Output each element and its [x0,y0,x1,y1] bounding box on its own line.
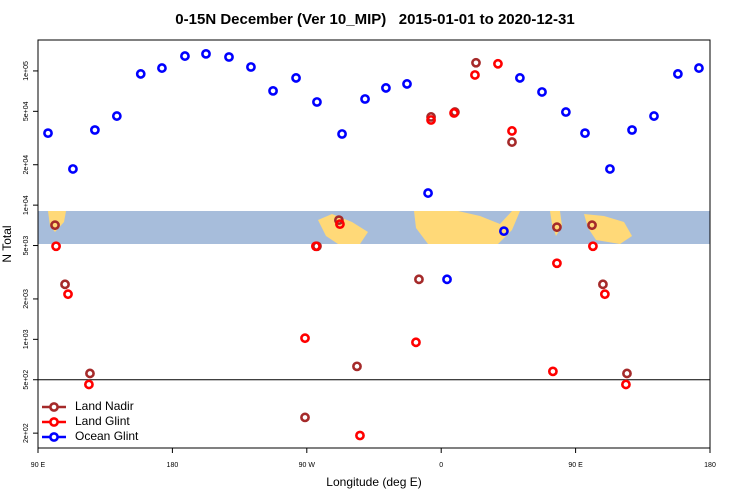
point [507,126,517,136]
point [84,379,94,390]
point [268,85,278,96]
point [423,188,433,198]
point [649,111,659,121]
y-tick-label: 1e+03 [23,329,30,349]
point [63,289,73,300]
point [60,279,70,290]
point [337,129,347,139]
x-tick-label: 180 [167,462,179,469]
point [560,107,571,117]
land [584,214,632,244]
land [318,214,368,244]
land [414,211,520,244]
point [587,220,597,231]
point [605,164,615,174]
point [598,279,608,290]
point [402,79,412,89]
point [352,361,362,372]
legend-marker [49,417,59,427]
point [470,70,480,80]
point [381,83,391,93]
point [360,94,370,104]
point [335,219,345,230]
point [507,137,517,147]
point [599,289,610,300]
legend-marker [49,402,59,412]
point [43,128,53,139]
point [694,63,704,73]
y-tick-label: 5e+04 [23,101,30,121]
point [135,69,146,79]
point [246,62,256,72]
point [499,226,509,237]
point [68,164,78,174]
point [355,430,365,441]
point [621,379,631,390]
y-tick-label: 1e+05 [23,61,30,81]
point [300,412,310,423]
point [471,57,481,68]
point [552,258,562,269]
point [580,128,590,139]
point [622,368,632,379]
point [548,366,558,377]
point [111,111,122,121]
point [449,108,459,118]
point [50,220,60,231]
y-tick-label: 2e+03 [23,289,30,309]
y-tick-label: 1e+04 [23,195,30,215]
x-tick-label: 0 [439,462,443,469]
point [426,115,436,125]
point [514,73,525,83]
point [672,69,683,79]
map-band [38,211,710,244]
y-tick-label: 2e+02 [23,423,30,443]
point [51,241,61,252]
point [224,52,234,62]
point [627,125,637,135]
point [411,337,421,348]
y-tick-label: 5e+02 [23,370,30,390]
point [493,58,503,69]
point [89,125,100,135]
point [291,73,301,83]
x-tick-label: 90 E [31,462,46,469]
x-axis-label: Longitude (deg E) [326,475,421,489]
point [300,333,310,344]
legend-marker [49,432,59,442]
point [312,97,322,107]
point [414,274,424,285]
y-axis-label: N Total [0,225,14,262]
point [157,63,167,73]
point [552,222,562,233]
legend-label: Ocean Glint [75,429,139,443]
x-tick-label: 90 W [299,462,316,469]
legend-label: Land Glint [75,414,130,428]
y-tick-label: 2e+04 [23,155,30,175]
x-tick-label: 180 [704,462,716,469]
point [537,87,547,97]
point [201,48,211,59]
legend-label: Land Nadir [75,399,134,413]
plot-frame [37,39,711,449]
point [442,274,452,285]
chart-title: 0-15N December (Ver 10_MIP) 2015-01-01 t… [175,11,574,28]
point [588,241,598,252]
point [180,51,190,61]
point [85,368,95,379]
y-tick-label: 5e+03 [23,236,30,256]
x-tick-label: 90 E [568,462,583,469]
point [311,241,321,252]
